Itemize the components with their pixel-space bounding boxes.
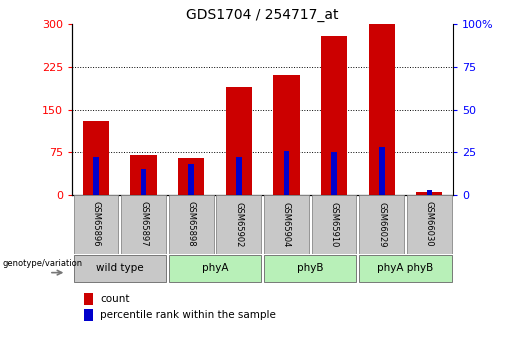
Text: GSM66030: GSM66030	[425, 201, 434, 247]
Bar	[416, 192, 442, 195]
FancyBboxPatch shape	[74, 255, 166, 282]
Bar	[83, 309, 93, 321]
Text: count: count	[100, 295, 130, 304]
FancyBboxPatch shape	[264, 195, 309, 254]
Text: phyA: phyA	[202, 263, 228, 273]
Bar	[178, 158, 204, 195]
Text: percentile rank within the sample: percentile rank within the sample	[100, 310, 276, 320]
Text: GSM65897: GSM65897	[139, 201, 148, 247]
Text: wild type: wild type	[96, 263, 144, 273]
Bar	[236, 157, 242, 195]
Text: GSM65904: GSM65904	[282, 201, 291, 247]
Text: GSM65896: GSM65896	[92, 201, 100, 247]
FancyBboxPatch shape	[407, 195, 452, 254]
FancyBboxPatch shape	[74, 195, 118, 254]
FancyBboxPatch shape	[121, 195, 166, 254]
Bar	[273, 76, 300, 195]
Text: phyB: phyB	[297, 263, 323, 273]
Text: GSM65910: GSM65910	[330, 201, 338, 247]
FancyBboxPatch shape	[359, 195, 404, 254]
Bar	[426, 190, 432, 195]
Text: GSM65898: GSM65898	[187, 201, 196, 247]
Text: genotype/variation: genotype/variation	[2, 259, 82, 268]
FancyBboxPatch shape	[359, 255, 452, 282]
Bar	[321, 36, 347, 195]
Bar	[130, 155, 157, 195]
Bar	[331, 152, 337, 195]
FancyBboxPatch shape	[264, 255, 356, 282]
Bar	[188, 164, 194, 195]
Bar	[83, 293, 93, 305]
Text: GSM66029: GSM66029	[377, 201, 386, 247]
FancyBboxPatch shape	[216, 195, 261, 254]
Text: phyA phyB: phyA phyB	[377, 263, 434, 273]
Bar	[284, 150, 289, 195]
Bar	[379, 147, 385, 195]
Text: GSM65902: GSM65902	[234, 201, 243, 247]
FancyBboxPatch shape	[169, 195, 214, 254]
Bar	[226, 87, 252, 195]
FancyBboxPatch shape	[169, 255, 261, 282]
Bar	[141, 169, 146, 195]
Title: GDS1704 / 254717_at: GDS1704 / 254717_at	[186, 8, 339, 22]
Bar	[369, 24, 395, 195]
Bar	[83, 121, 109, 195]
FancyBboxPatch shape	[312, 195, 356, 254]
Bar	[93, 157, 99, 195]
